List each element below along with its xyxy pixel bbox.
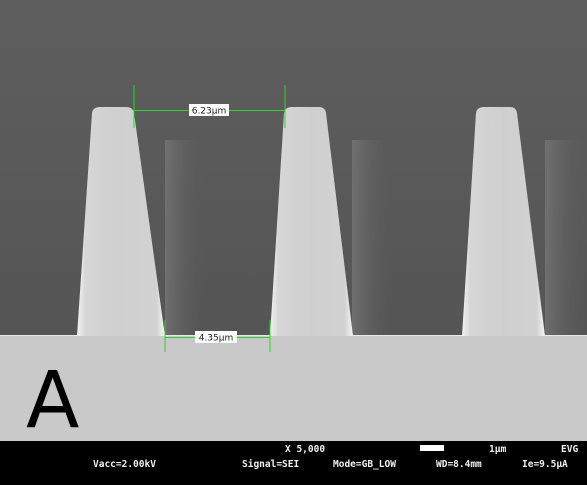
shadow xyxy=(545,140,587,336)
measurement-label: 6.23μm xyxy=(192,107,227,117)
shadow xyxy=(165,140,205,336)
emission-current: Ie=9.5μA xyxy=(522,459,568,470)
scale-label: 1μm xyxy=(489,444,506,455)
sem-image: 6.23μm 4.35μm A X 5,000 1μm EVG Vacc=2.0… xyxy=(0,0,587,485)
scale-bar xyxy=(420,445,444,451)
measurement-label: 4.35μm xyxy=(199,334,234,344)
vacc: Vacc=2.00kV xyxy=(93,459,156,470)
page: 6.23μm 4.35μm A X 5,000 1μm EVG Vacc=2.0… xyxy=(0,0,587,485)
magnification: X 5,000 xyxy=(285,444,325,455)
vendor: EVG xyxy=(561,444,578,455)
panel-label: A xyxy=(26,356,79,446)
shadow xyxy=(352,140,392,336)
substrate xyxy=(0,335,587,441)
mode: Mode=GB_LOW xyxy=(333,459,396,470)
signal: Signal=SEI xyxy=(242,459,299,470)
working-distance: WD=8.4mm xyxy=(436,459,482,470)
